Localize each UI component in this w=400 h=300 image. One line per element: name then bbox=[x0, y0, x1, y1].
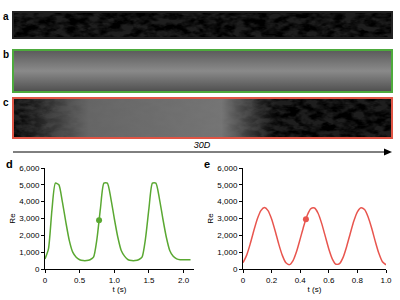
svg-text:2,000: 2,000 bbox=[217, 231, 238, 240]
svg-text:1.0: 1.0 bbox=[380, 276, 392, 285]
svg-text:4,000: 4,000 bbox=[217, 197, 238, 206]
svg-text:t (s): t (s) bbox=[113, 285, 127, 294]
svg-text:6,000: 6,000 bbox=[217, 164, 238, 173]
svg-text:2.0: 2.0 bbox=[178, 276, 190, 285]
svg-text:1.5: 1.5 bbox=[143, 276, 155, 285]
svg-text:0.2: 0.2 bbox=[266, 276, 278, 285]
svg-text:0: 0 bbox=[233, 265, 238, 274]
html-text:d: d bbox=[6, 158, 13, 170]
svg-text:b: b bbox=[3, 49, 9, 60]
svg-text:Re: Re bbox=[206, 213, 215, 224]
svg-text:0.5: 0.5 bbox=[74, 276, 86, 285]
svg-text:1.0: 1.0 bbox=[109, 276, 121, 285]
svg-text:4,000: 4,000 bbox=[19, 197, 40, 206]
svg-text:3,000: 3,000 bbox=[217, 214, 238, 223]
svg-text:a: a bbox=[3, 11, 9, 22]
svg-text:Re: Re bbox=[8, 213, 17, 224]
svg-text:0.4: 0.4 bbox=[295, 276, 307, 285]
svg-text:5,000: 5,000 bbox=[19, 181, 40, 190]
svg-text:6,000: 6,000 bbox=[19, 164, 40, 173]
svg-text:0: 0 bbox=[241, 276, 246, 285]
svg-text:t (s): t (s) bbox=[308, 285, 322, 294]
svg-text:2,000: 2,000 bbox=[19, 231, 40, 240]
svg-text:1,000: 1,000 bbox=[19, 248, 40, 257]
svg-text:1,000: 1,000 bbox=[217, 248, 238, 257]
svg-text:0.6: 0.6 bbox=[323, 276, 335, 285]
svg-text:5,000: 5,000 bbox=[217, 181, 238, 190]
svg-text:c: c bbox=[3, 97, 9, 108]
svg-text:30D: 30D bbox=[194, 140, 211, 150]
svg-text:0: 0 bbox=[43, 276, 48, 285]
html-text:e: e bbox=[204, 158, 211, 170]
svg-text:3,000: 3,000 bbox=[19, 214, 40, 223]
svg-text:0: 0 bbox=[35, 265, 40, 274]
svg-text:0.8: 0.8 bbox=[352, 276, 364, 285]
